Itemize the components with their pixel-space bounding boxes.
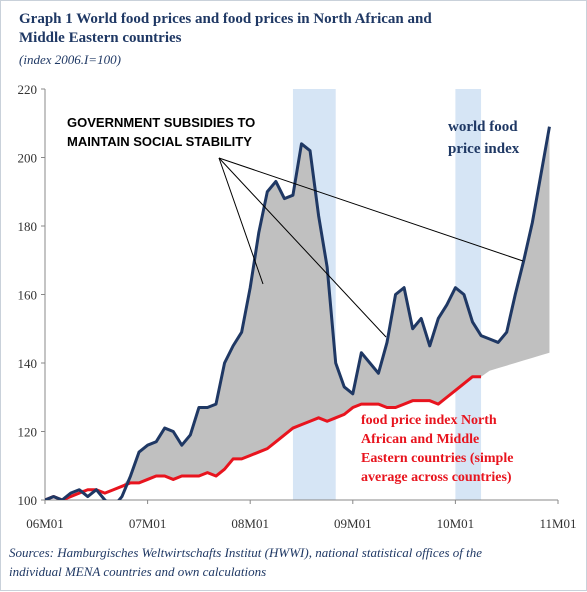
y-tick-label-180: 180	[18, 219, 38, 234]
x-tick-label-09M01: 09M01	[334, 516, 372, 531]
annotation-pointer-1	[218, 157, 264, 285]
label-world-line-1: world food	[448, 119, 518, 135]
source-line-2: individual MENA countries and own calcul…	[9, 564, 267, 579]
label-mena-line-3: Eastern countries (simple	[361, 451, 513, 466]
label-world-line-2: price index	[448, 141, 520, 157]
y-tick-label-100: 100	[18, 493, 38, 508]
label-mena-line-4: average across countries)	[361, 470, 512, 485]
price-gap-area	[45, 126, 550, 501]
chart-title: Graph 1 World food prices and food price…	[19, 10, 479, 48]
x-tick-label-11M01: 11M01	[539, 516, 576, 531]
chart-subtitle: (index 2006.I=100)	[19, 52, 121, 67]
label-mena-line-2: African and Middle	[361, 432, 479, 447]
y-tick-label-220: 220	[18, 82, 38, 97]
y-tick-label-200: 200	[18, 151, 38, 166]
annotation-pointer-2	[218, 157, 387, 338]
annotation-pointer-3	[218, 157, 524, 262]
chart-title-line-1: Graph 1 World food prices and food price…	[19, 11, 432, 27]
x-tick-label-10M01: 10M01	[437, 516, 475, 531]
chart-title-line-2: Middle Eastern countries	[19, 30, 182, 46]
x-tick-label-06M01: 06M01	[26, 516, 64, 531]
annotation-subsidies-line-2: MAINTAIN SOCIAL STABILITY	[67, 134, 252, 149]
x-tick-label-07M01: 07M01	[129, 516, 167, 531]
mena-food-price-line	[45, 375, 482, 500]
source-note: Sources: Hamburgisches Weltwirtschafts I…	[9, 543, 581, 581]
annotation-subsidies-line-1: GOVERNMENT SUBSIDIES TO	[67, 115, 255, 130]
y-tick-label-160: 160	[18, 288, 38, 303]
x-tick-label-08M01: 08M01	[231, 516, 269, 531]
source-line-1: Sources: Hamburgisches Weltwirtschafts I…	[9, 545, 483, 560]
y-tick-label-140: 140	[18, 356, 38, 371]
label-mena-line-1: food price index North	[361, 413, 497, 428]
world-food-price-line	[45, 126, 551, 500]
y-tick-label-120: 120	[18, 425, 38, 440]
